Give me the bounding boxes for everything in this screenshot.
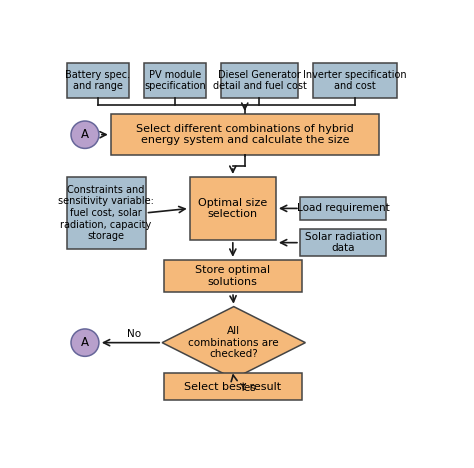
Text: All
combinations are
checked?: All combinations are checked? (189, 326, 279, 359)
FancyBboxPatch shape (300, 229, 386, 256)
Text: Yes: Yes (239, 383, 256, 393)
Text: Select best result: Select best result (184, 382, 282, 392)
Text: Select different combinations of hybrid
energy system and calculate the size: Select different combinations of hybrid … (136, 124, 354, 146)
Polygon shape (162, 307, 305, 379)
FancyBboxPatch shape (190, 177, 276, 240)
FancyBboxPatch shape (144, 63, 206, 98)
Text: A: A (81, 336, 89, 349)
FancyBboxPatch shape (164, 260, 301, 292)
FancyBboxPatch shape (221, 63, 298, 98)
FancyBboxPatch shape (110, 114, 379, 155)
Text: Solar radiation
data: Solar radiation data (305, 232, 382, 254)
FancyBboxPatch shape (164, 373, 301, 400)
Text: Store optimal
solutions: Store optimal solutions (195, 265, 270, 287)
Circle shape (71, 121, 99, 148)
Text: Optimal size
selection: Optimal size selection (198, 197, 267, 219)
Text: Inverter specification
and cost: Inverter specification and cost (303, 70, 407, 91)
FancyBboxPatch shape (66, 177, 146, 249)
Text: A: A (81, 128, 89, 141)
Text: PV module
specification: PV module specification (144, 70, 206, 91)
Circle shape (71, 329, 99, 356)
Text: No: No (128, 329, 142, 339)
FancyBboxPatch shape (66, 63, 129, 98)
FancyBboxPatch shape (313, 63, 397, 98)
Text: Battery spec.
and range: Battery spec. and range (65, 70, 130, 91)
FancyBboxPatch shape (300, 197, 386, 220)
Text: Constraints and
sensitivity variable:
fuel cost, solar
radiation, capacity
stora: Constraints and sensitivity variable: fu… (58, 185, 154, 241)
Text: Diesel Generator
detail and fuel cost: Diesel Generator detail and fuel cost (212, 70, 306, 91)
Text: Load requirement: Load requirement (297, 204, 390, 213)
